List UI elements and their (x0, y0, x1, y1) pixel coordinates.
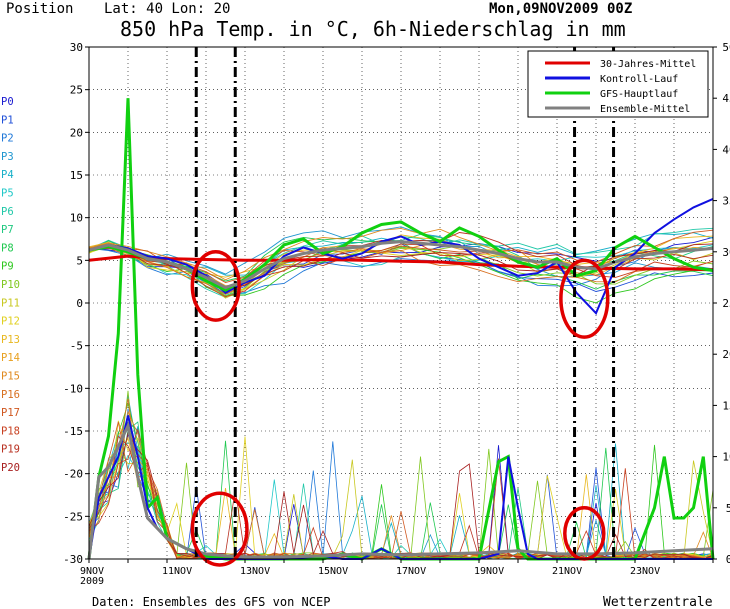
run-date: Mon,09NOV2009 00Z (489, 1, 632, 17)
left-tick-label: 0 (76, 297, 83, 310)
x-tick-label: 21NOV (552, 566, 582, 577)
left-tick-label: -15 (63, 425, 83, 438)
member-label: P0 (1, 96, 14, 108)
left-tick-label: 10 (70, 212, 83, 225)
x-tick-label: 17NOV (396, 566, 426, 577)
right-tick-label: 10 (722, 451, 730, 464)
x-tick-label: 23NOV (630, 566, 660, 577)
left-tick-label: 30 (70, 41, 83, 54)
x-tick-label-year: 2009 (80, 576, 104, 587)
precip-series-line (87, 421, 714, 560)
left-tick-label: -5 (70, 340, 83, 353)
member-temp-line (88, 226, 714, 278)
member-temp-line (88, 227, 714, 281)
member-label: P20 (1, 462, 20, 474)
member-label: P10 (1, 279, 20, 291)
left-tick-label: -25 (63, 510, 83, 523)
right-tick-label: 5 (726, 502, 730, 515)
right-tick-label: 50 (722, 41, 730, 54)
member-label: P14 (1, 352, 20, 364)
x-tick-label: 9NOV (80, 566, 104, 577)
right-tick-label: 40 (722, 143, 730, 156)
ensemble-member-lines (88, 226, 714, 560)
member-labels: P0 P1 P2 P3 P4 P5 P6 P7 P8 P9 P10 P11 P12 P13 P14 P15 P1… (1, 96, 20, 474)
x-tick-label: 11NOV (162, 566, 192, 577)
member-label: P4 (1, 169, 14, 181)
temp-series-line (88, 254, 714, 272)
right-tick-label: 30 (722, 246, 730, 259)
member-label: P5 (1, 188, 14, 200)
temp-series-line (88, 197, 714, 315)
member-label: P17 (1, 407, 20, 419)
left-tick-label: 5 (76, 254, 83, 267)
legend-label: 30-Jahres-Mittel (600, 59, 696, 70)
left-tick-label: -30 (63, 553, 83, 566)
right-tick-label: 0 (726, 553, 730, 566)
data-source: Daten: Ensembles des GFS von NCEP (92, 595, 330, 609)
right-tick-label: 35 (722, 195, 730, 208)
left-tick-label: 25 (70, 84, 83, 97)
member-label: P2 (1, 133, 14, 145)
x-axis: 9NOV2009 11NOV 13NOV 15NOV 17NOV 19NOV 21NOV 23… (80, 559, 714, 587)
legend-label: GFS-Hauptlauf (600, 89, 678, 100)
brand-label: Wetterzentrale (603, 595, 713, 609)
x-tick-label: 15NOV (318, 566, 348, 577)
chart-title: 850 hPa Temp. in °C, 6h-Niederschlag in … (120, 17, 626, 41)
highlight-ellipse (190, 250, 241, 322)
position-label: Position (6, 1, 73, 17)
member-label: P7 (1, 224, 14, 236)
highlight-ellipse (559, 258, 610, 339)
left-tick-label: 15 (70, 169, 83, 182)
member-label: P18 (1, 425, 20, 437)
legend-label: Ensemble-Mittel (600, 104, 690, 115)
legend: 30-Jahres-Mittel Kontroll-Lauf GFS-Hauptla… (527, 50, 709, 118)
left-tick-label: -10 (63, 382, 83, 395)
member-label: P12 (1, 316, 20, 328)
right-tick-label: 45 (722, 92, 730, 105)
member-label: P16 (1, 389, 20, 401)
annotations (190, 47, 616, 567)
left-tick-label: -20 (63, 468, 83, 481)
right-tick-label: 25 (722, 297, 730, 310)
highlight-ellipse (190, 491, 249, 567)
x-tick-label: 19NOV (474, 566, 504, 577)
right-tick-label: 15 (722, 399, 730, 412)
legend-label: Kontroll-Lauf (600, 74, 678, 85)
right-tick-label: 20 (722, 348, 730, 361)
right-axis: 50454035302520151050 (713, 41, 730, 566)
grid (89, 47, 713, 559)
member-label: P11 (1, 297, 20, 309)
x-tick-label: 13NOV (240, 566, 270, 577)
member-label: P13 (1, 334, 20, 346)
member-label: P6 (1, 206, 14, 218)
member-label: P19 (1, 444, 20, 456)
member-label: P1 (1, 114, 14, 126)
left-axis: 30 25 20 15 10 5 0 -5 -10 -15 -20 -25 -30 (63, 41, 89, 566)
member-label: P3 (1, 151, 14, 163)
member-label: P8 (1, 242, 14, 254)
left-tick-label: 20 (70, 126, 83, 139)
member-label: P15 (1, 371, 20, 383)
lat-lon-label: Lat: 40 Lon: 20 (104, 1, 230, 17)
member-label: P9 (1, 261, 14, 273)
